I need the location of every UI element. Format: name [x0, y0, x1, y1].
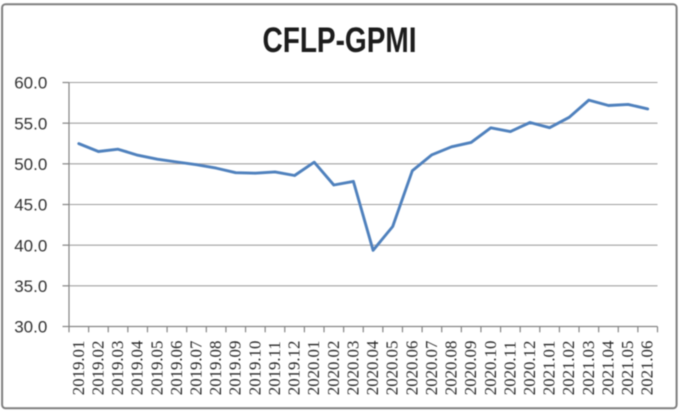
svg-text:2021.05: 2021.05 — [618, 341, 637, 396]
svg-text:2019.12: 2019.12 — [285, 341, 304, 396]
svg-text:2019.10: 2019.10 — [245, 341, 264, 396]
svg-text:2020.01: 2020.01 — [304, 341, 323, 396]
svg-text:2020.09: 2020.09 — [461, 341, 480, 396]
svg-text:45.0: 45.0 — [14, 196, 47, 215]
svg-text:35.0: 35.0 — [14, 277, 47, 296]
svg-text:2021.01: 2021.01 — [540, 341, 559, 396]
svg-text:2021.03: 2021.03 — [579, 341, 598, 396]
svg-text:2019.03: 2019.03 — [108, 341, 127, 396]
svg-text:2019.06: 2019.06 — [167, 341, 186, 396]
svg-text:2020.10: 2020.10 — [481, 341, 500, 396]
svg-text:2021.02: 2021.02 — [559, 341, 578, 396]
svg-text:2020.06: 2020.06 — [402, 341, 421, 396]
svg-text:2019.04: 2019.04 — [128, 340, 147, 395]
svg-text:55.0: 55.0 — [14, 114, 47, 133]
svg-text:2020.12: 2020.12 — [520, 341, 539, 396]
svg-text:2019.08: 2019.08 — [206, 341, 225, 396]
svg-text:2020.08: 2020.08 — [442, 341, 461, 396]
svg-text:2019.09: 2019.09 — [226, 341, 245, 396]
svg-text:2019.02: 2019.02 — [88, 341, 107, 396]
svg-text:2020.02: 2020.02 — [324, 341, 343, 396]
svg-text:2020.03: 2020.03 — [343, 341, 362, 396]
svg-text:2020.04: 2020.04 — [363, 340, 382, 395]
svg-text:30.0: 30.0 — [14, 318, 47, 337]
svg-text:2021.06: 2021.06 — [638, 341, 657, 396]
svg-text:2021.04: 2021.04 — [598, 340, 617, 395]
svg-text:2019.05: 2019.05 — [147, 341, 166, 396]
svg-text:40.0: 40.0 — [14, 236, 47, 255]
svg-text:2019.11: 2019.11 — [265, 341, 284, 395]
svg-text:60.0: 60.0 — [14, 74, 47, 93]
svg-text:50.0: 50.0 — [14, 155, 47, 174]
svg-text:2019.01: 2019.01 — [69, 341, 88, 396]
svg-text:CFLP-GPMI: CFLP-GPMI — [263, 21, 417, 60]
svg-text:2020.05: 2020.05 — [383, 341, 402, 396]
svg-text:2019.07: 2019.07 — [187, 341, 206, 396]
svg-text:2020.07: 2020.07 — [422, 341, 441, 396]
svg-text:2020.11: 2020.11 — [500, 341, 519, 395]
